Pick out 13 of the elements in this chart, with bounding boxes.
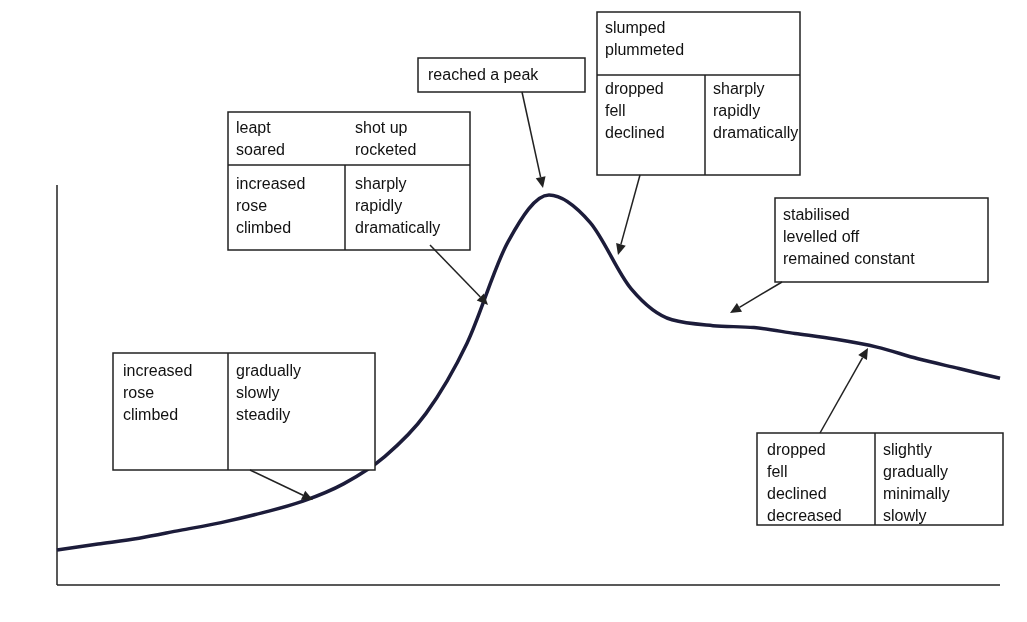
annotation: gradually slowly steadily: [236, 362, 301, 423]
text: leapt soared: [236, 119, 285, 158]
text: sharply rapidly dramatically: [713, 80, 799, 141]
annotation: sharply rapidly dramatically: [355, 175, 441, 236]
annotation: slightly gradually minimally slowly: [883, 441, 950, 524]
annotation: increased rose climbed: [236, 175, 306, 236]
annotation: dropped fell declined decreased: [767, 441, 842, 524]
text: reached a peak: [428, 66, 540, 83]
text: slumped plummeted: [605, 19, 685, 58]
annotation: stabilised levelled off remained constant: [783, 206, 916, 267]
text: shot up rocketed: [355, 119, 417, 158]
text: dropped fell declined: [605, 80, 665, 141]
annotation: increased rose climbed: [123, 362, 193, 423]
